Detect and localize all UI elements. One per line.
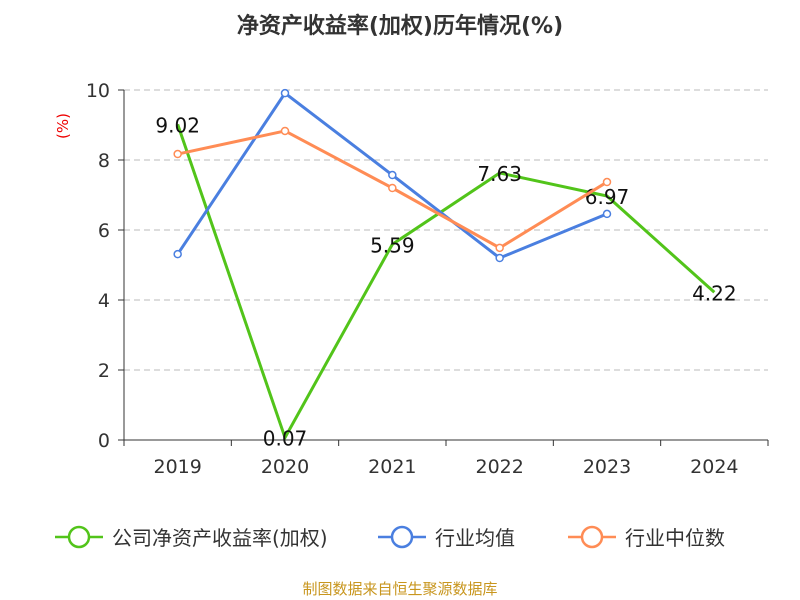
data-label: 0.07 <box>263 427 308 451</box>
legend-label: 公司净资产收益率(加权) <box>112 526 328 550</box>
data-point <box>173 249 182 259</box>
legend-circle-icon <box>580 525 604 549</box>
x-tick-label: 2020 <box>261 456 309 478</box>
y-tick-label: 6 <box>98 220 110 242</box>
legend-label: 行业中位数 <box>625 526 725 550</box>
data-label: 4.22 <box>692 281 737 305</box>
y-tick-label: 8 <box>98 150 110 172</box>
data-label: 9.02 <box>155 113 200 137</box>
y-tick-label: 2 <box>98 360 110 382</box>
y-axis-label: (%) <box>54 113 72 139</box>
data-point <box>173 149 182 159</box>
y-tick-label: 10 <box>86 80 110 102</box>
x-tick-label: 2022 <box>475 456 523 478</box>
source-note: 制图数据来自恒生聚源数据库 <box>302 580 497 598</box>
data-point <box>280 88 290 98</box>
data-label: 7.63 <box>477 162 522 186</box>
legend-circle-icon <box>390 525 414 549</box>
data-point <box>388 183 397 193</box>
data-point <box>388 170 397 180</box>
data-point <box>280 126 290 136</box>
y-tick-label: 0 <box>98 430 110 452</box>
x-tick-label: 2023 <box>583 456 631 478</box>
y-tick-label: 4 <box>98 290 110 312</box>
series-line-0 <box>176 123 716 442</box>
data-point <box>495 253 504 263</box>
legend-circle-icon <box>67 525 91 549</box>
x-tick-label: 2024 <box>690 456 738 478</box>
data-label: 5.59 <box>370 233 415 257</box>
data-label: 6.97 <box>585 185 630 209</box>
legend-label: 行业均值 <box>435 526 515 550</box>
x-tick-label: 2019 <box>153 456 201 478</box>
chart-title: 净资产收益率(加权)历年情况(%) <box>237 13 563 39</box>
x-tick-label: 2021 <box>368 456 416 478</box>
data-point <box>602 209 612 219</box>
data-point <box>495 243 504 253</box>
data-point <box>602 177 612 187</box>
